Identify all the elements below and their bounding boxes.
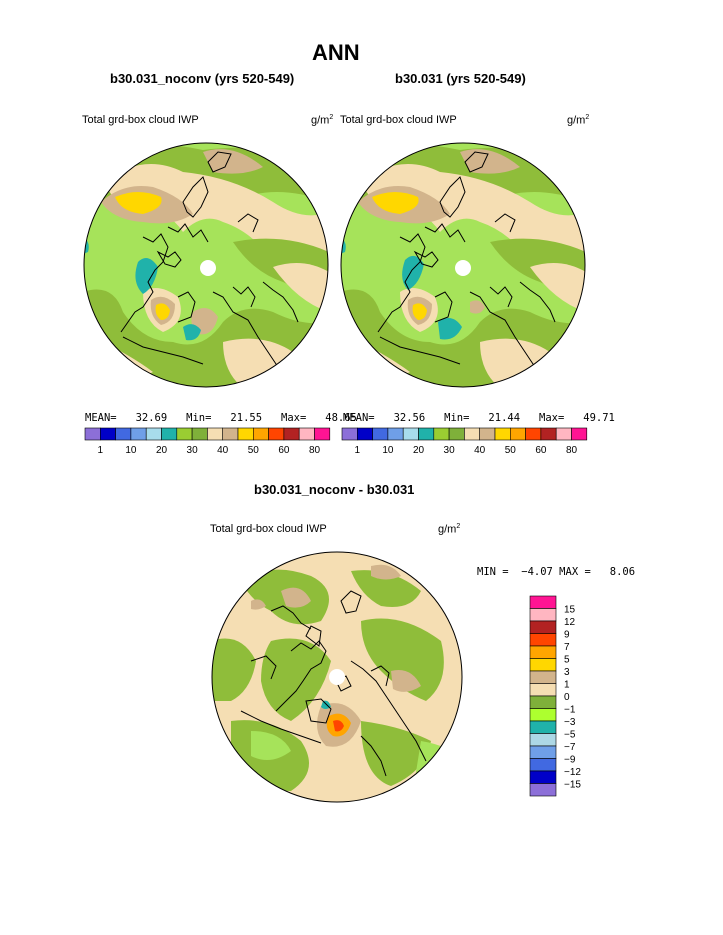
colorbar-swatch bbox=[222, 427, 239, 441]
colorbar-swatch bbox=[529, 708, 557, 722]
colorbar-tick-label: 60 bbox=[278, 445, 290, 456]
colorbar-swatch bbox=[298, 427, 315, 441]
colorbar-swatch bbox=[84, 427, 101, 441]
colorbar-swatch bbox=[529, 683, 557, 697]
colorbar-swatch bbox=[268, 427, 285, 441]
diff-variable-label: Total grd-box cloud IWP bbox=[210, 523, 327, 535]
colorbar-tick-label: 40 bbox=[217, 445, 229, 456]
colorbar-swatch bbox=[237, 427, 254, 441]
colorbar-swatch bbox=[341, 427, 358, 441]
left-case-title: b30.031_noconv (yrs 520-549) bbox=[110, 71, 295, 86]
colorbar-tick-label: 15 bbox=[564, 605, 576, 616]
colorbar-tick-label: 1 bbox=[98, 445, 104, 456]
colorbar-tick-label: 7 bbox=[564, 642, 570, 653]
left-stats: MEAN= 32.69 Min= 21.55 Max= 48.65 bbox=[85, 412, 357, 424]
colorbar-swatch bbox=[529, 608, 557, 622]
colorbar-swatch bbox=[529, 783, 557, 797]
colorbar-swatch bbox=[529, 733, 557, 747]
colorbar-swatch bbox=[529, 670, 557, 684]
colorbar-swatch bbox=[314, 427, 331, 441]
colorbar-swatch bbox=[433, 427, 450, 441]
colorbar-tick-label: −7 bbox=[564, 742, 576, 753]
colorbar-tick-label: 50 bbox=[505, 445, 517, 456]
left-colorbar: 1 10 20 30 40 50 60 80 bbox=[84, 427, 331, 456]
colorbar-tick-label: 3 bbox=[564, 667, 570, 678]
right-stats: MEAN= 32.56 Min= 21.44 Max= 49.71 bbox=[343, 412, 615, 424]
colorbar-tick-label: 1 bbox=[355, 445, 361, 456]
colorbar-swatch bbox=[529, 645, 557, 659]
colorbar-tick-label: 0 bbox=[564, 692, 570, 703]
colorbar-swatch bbox=[100, 427, 116, 441]
colorbar-tick-label: −3 bbox=[564, 717, 576, 728]
colorbar-swatch bbox=[253, 427, 269, 441]
colorbar-tick-label: −5 bbox=[564, 730, 576, 741]
colorbar-swatch bbox=[529, 595, 557, 609]
colorbar-swatch bbox=[529, 620, 557, 634]
colorbar-tick-label: 60 bbox=[535, 445, 547, 456]
colorbar-swatch bbox=[529, 758, 557, 772]
colorbar-tick-label: 30 bbox=[444, 445, 456, 456]
colorbar-swatch bbox=[529, 695, 557, 709]
colorbar-swatch bbox=[207, 427, 224, 441]
colorbar-tick-label: 80 bbox=[309, 445, 321, 456]
colorbar-swatch bbox=[372, 427, 389, 441]
colorbar-tick-label: 5 bbox=[564, 655, 570, 666]
right-units-label: g/m2 bbox=[567, 114, 590, 127]
colorbar-tick-label: 10 bbox=[382, 445, 394, 456]
colorbar-swatch bbox=[161, 427, 178, 441]
colorbar-tick-label: 12 bbox=[564, 617, 576, 628]
colorbar-swatch bbox=[540, 427, 557, 441]
colorbar-swatch bbox=[283, 427, 300, 441]
page-title: ANN bbox=[312, 40, 360, 65]
colorbar-swatch bbox=[555, 427, 572, 441]
right-colorbar: 1 10 20 30 40 50 60 80 bbox=[341, 427, 588, 456]
left-polar-map bbox=[83, 142, 329, 388]
colorbar-tick-label: 1 bbox=[564, 680, 570, 691]
colorbar-swatch bbox=[130, 427, 147, 441]
colorbar-swatch bbox=[525, 427, 542, 441]
colorbar-tick-label: −9 bbox=[564, 755, 576, 766]
colorbar-tick-label: −12 bbox=[564, 767, 581, 778]
colorbar-swatch bbox=[510, 427, 526, 441]
colorbar-swatch bbox=[529, 745, 557, 759]
colorbar-tick-label: 40 bbox=[474, 445, 486, 456]
colorbar-swatch bbox=[402, 427, 419, 441]
colorbar-tick-label: 80 bbox=[566, 445, 578, 456]
left-variable-label: Total grd-box cloud IWP bbox=[82, 114, 199, 126]
colorbar-tick-label: −1 bbox=[564, 705, 576, 716]
diff-title: b30.031_noconv - b30.031 bbox=[254, 482, 415, 497]
colorbar-swatch bbox=[145, 427, 162, 441]
colorbar-swatch bbox=[479, 427, 496, 441]
colorbar-swatch bbox=[529, 658, 557, 672]
diff-stats: MIN = −4.07 MAX = 8.06 bbox=[477, 566, 636, 578]
colorbar-swatch bbox=[448, 427, 465, 441]
right-polar-map bbox=[340, 142, 586, 388]
colorbar-swatch bbox=[494, 427, 511, 441]
colorbar-swatch bbox=[387, 427, 404, 441]
colorbar-tick-label: 9 bbox=[564, 630, 570, 641]
colorbar-tick-label: 30 bbox=[187, 445, 199, 456]
colorbar-tick-label: 20 bbox=[156, 445, 168, 456]
colorbar-swatch bbox=[357, 427, 373, 441]
right-variable-label: Total grd-box cloud IWP bbox=[340, 114, 457, 126]
colorbar-swatch bbox=[464, 427, 481, 441]
diff-polar-map bbox=[211, 551, 463, 803]
right-case-title: b30.031 (yrs 520-549) bbox=[395, 71, 526, 86]
colorbar-tick-label: 20 bbox=[413, 445, 425, 456]
colorbar-swatch bbox=[418, 427, 435, 441]
left-units-label: g/m2 bbox=[311, 114, 334, 127]
colorbar-swatch bbox=[529, 770, 557, 784]
colorbar-swatch bbox=[176, 427, 193, 441]
colorbar-swatch bbox=[191, 427, 208, 441]
colorbar-tick-label: 50 bbox=[248, 445, 260, 456]
colorbar-swatch bbox=[529, 720, 557, 734]
colorbar-swatch bbox=[115, 427, 132, 441]
diff-units-label: g/m2 bbox=[438, 523, 461, 536]
colorbar-tick-label: 10 bbox=[125, 445, 137, 456]
colorbar-tick-label: −15 bbox=[564, 780, 581, 791]
colorbar-swatch bbox=[571, 427, 588, 441]
colorbar-swatch bbox=[529, 633, 557, 647]
